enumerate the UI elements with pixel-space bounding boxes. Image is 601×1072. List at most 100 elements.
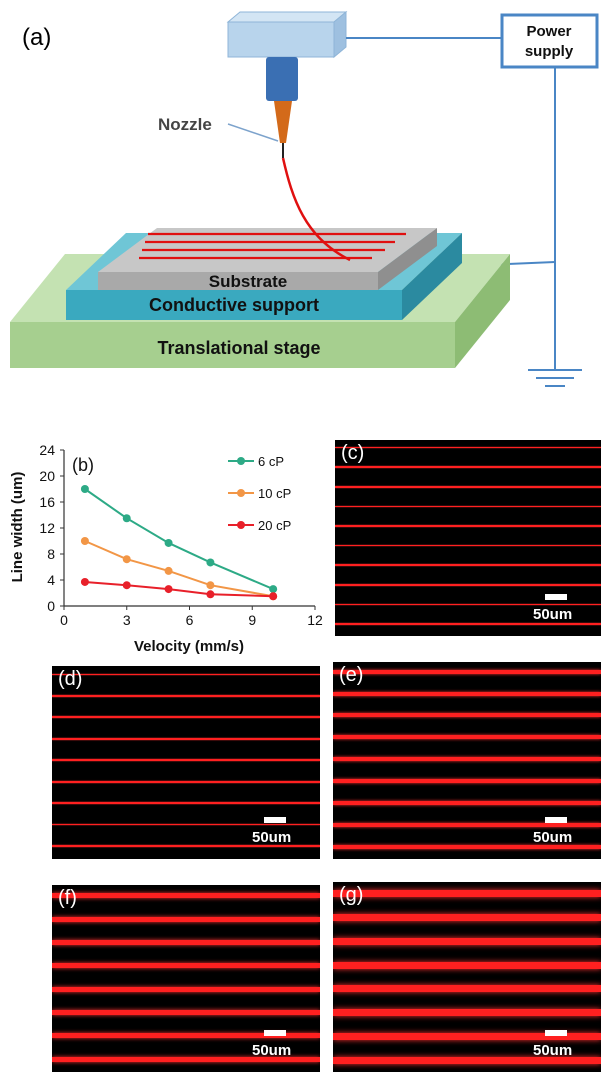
printed-line: [52, 780, 320, 783]
data-point: [206, 581, 215, 590]
printed-line: [52, 673, 320, 676]
printed-line: [335, 623, 601, 625]
printed-line: [333, 713, 601, 718]
data-point: [164, 566, 173, 575]
printed-line: [52, 1010, 320, 1016]
printing-setup-schematic: Nozzle Power supply Translational stage …: [10, 10, 599, 387]
printed-line: [333, 822, 601, 827]
y-tick-label: 4: [47, 572, 55, 588]
ground-icon: [528, 369, 582, 387]
x-tick-label: 9: [248, 612, 256, 628]
printed-line: [335, 466, 601, 468]
printed-line: [333, 800, 601, 805]
printed-line: [52, 963, 320, 969]
printed-line: [52, 845, 320, 847]
printed-line: [333, 779, 601, 784]
scale-bar: [545, 1030, 567, 1036]
printed-line: [335, 544, 601, 547]
data-point: [269, 592, 278, 601]
legend-marker: [237, 489, 245, 497]
x-tick-label: 12: [307, 612, 323, 628]
nozzle-callout-line: [227, 123, 279, 142]
y-tick-label: 24: [39, 442, 55, 458]
substrate-label: Substrate: [209, 272, 287, 291]
line-width-chart: 0 3 6 9 12 0 4 8 12 16 20 24 (b) Velocity (mm/s) Li…: [9, 442, 323, 655]
printed-line: [52, 737, 320, 740]
data-point: [122, 581, 131, 590]
printed-line: [335, 564, 601, 566]
conductive-support-label: Conductive support: [149, 295, 319, 315]
y-axis-label: Line width (um): [9, 472, 26, 583]
printed-line: [52, 986, 320, 992]
micrograph-e: (e) 50um: [333, 662, 601, 859]
printed-line: [333, 961, 601, 969]
printed-line: [52, 823, 320, 826]
y-tick-label: 20: [39, 468, 55, 484]
printed-line: [52, 802, 320, 804]
legend-label: 10 cP: [258, 486, 291, 501]
printed-line: [333, 669, 601, 674]
series-line-1: [84, 540, 274, 598]
jet-filament: [281, 157, 351, 262]
printed-line: [335, 525, 601, 527]
printed-line: [52, 916, 320, 922]
power-supply-label-1: Power: [526, 23, 571, 40]
printed-line: [52, 759, 320, 762]
nozzle-label: Nozzle: [158, 115, 212, 134]
printed-line: [333, 1009, 601, 1017]
scale-bar-label: 50um: [252, 1042, 292, 1059]
x-axis-label: Velocity (mm/s): [134, 638, 244, 655]
data-point: [122, 555, 131, 564]
y-tick-label: 12: [39, 520, 55, 536]
scale-bar-label: 50um: [533, 1042, 573, 1059]
micrograph-label: (g): [339, 884, 364, 906]
chart-legend: 6 cP 10 cP 20 cP: [228, 454, 291, 533]
printed-line: [333, 1032, 601, 1040]
scale-bar-label: 50um: [533, 606, 573, 623]
y-tick-label: 16: [39, 494, 55, 510]
printed-line: [333, 691, 601, 696]
printed-line: [333, 890, 601, 898]
micrograph-label: (d): [58, 668, 83, 690]
legend-label: 20 cP: [258, 518, 291, 533]
printed-line: [333, 985, 601, 993]
x-tick-label: 6: [186, 612, 194, 628]
printed-lines: [139, 232, 406, 260]
scale-bar-label: 50um: [252, 829, 292, 846]
printed-line: [333, 937, 601, 945]
data-point: [80, 485, 89, 493]
nozzle-body: [266, 57, 298, 101]
data-point: [206, 590, 215, 599]
chart-series: [80, 485, 278, 601]
printed-line: [52, 939, 320, 945]
print-head-block: [226, 10, 348, 59]
y-tick-label: 0: [47, 598, 55, 614]
x-tick-label: 3: [123, 612, 131, 628]
printed-line: [333, 914, 601, 922]
data-point: [122, 514, 131, 523]
printed-line: [52, 1056, 320, 1062]
x-tick-label: 0: [60, 612, 68, 628]
printed-line: [52, 1033, 320, 1039]
power-supply-box: [500, 13, 599, 69]
data-point: [80, 577, 89, 586]
y-tick-label: 8: [47, 546, 55, 562]
printed-line: [333, 757, 601, 762]
printed-line: [52, 716, 320, 719]
power-supply-label-2: supply: [525, 43, 574, 60]
scale-bar-label: 50um: [533, 829, 573, 846]
chart-axes: 0 3 6 9 12 0 4 8 12 16 20 24: [39, 442, 323, 628]
nozzle-tip: [274, 101, 292, 143]
legend-label: 6 cP: [258, 454, 284, 469]
legend-marker: [237, 521, 245, 529]
micrograph-g: (g) 50um: [333, 882, 601, 1072]
printed-line: [52, 893, 320, 899]
scale-bar: [264, 817, 286, 823]
series-line-2: [84, 580, 274, 598]
translational-stage-label: Translational stage: [157, 338, 320, 358]
printed-line: [333, 1056, 601, 1064]
panel-a-label: (a): [22, 24, 52, 51]
data-point: [164, 538, 173, 547]
data-point: [80, 537, 89, 545]
chart-panel-label: (b): [72, 455, 94, 475]
